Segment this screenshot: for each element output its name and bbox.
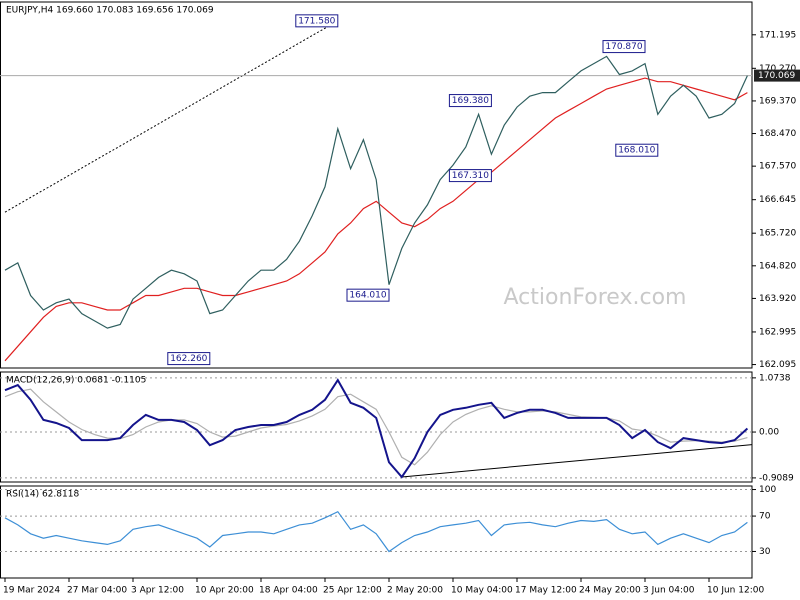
x-tick-label: 10 Jun 12:00 [707, 586, 764, 596]
trend-line [401, 444, 753, 478]
x-tick-label: 3 Apr 12:00 [131, 586, 184, 596]
annotation-box [295, 14, 339, 28]
x-tick-label: 10 May 04:00 [451, 586, 513, 596]
current-price-label: 170.069 [758, 71, 795, 81]
y-tick-label: 164.820 [759, 261, 796, 271]
series-line [4, 378, 749, 479]
trend-line [4, 20, 339, 213]
y-tick-label: 70 [759, 512, 771, 522]
y-tick-label: 170.270 [759, 64, 796, 74]
x-tick-label: 2 May 20:00 [387, 586, 443, 596]
current-price-box [754, 69, 800, 82]
annotation-label: 168.010 [618, 146, 655, 156]
x-tick-label: 3 Jun 04:00 [643, 586, 695, 596]
annotation-label: 164.010 [349, 291, 386, 301]
y-tick-label: 30 [759, 547, 771, 557]
annotation-box [615, 143, 659, 157]
y-tick-label: 171.195 [759, 30, 796, 40]
annotation-label: 167.310 [452, 171, 489, 181]
annotation-label: 171.580 [298, 16, 335, 26]
annotation-label: 169.380 [452, 96, 489, 106]
y-tick-label: -0.9089 [759, 473, 794, 483]
panel-frame [0, 485, 753, 579]
x-tick-label: 17 May 12:00 [515, 586, 577, 596]
x-tick-label: 27 Mar 04:00 [67, 586, 127, 596]
panel-title: RSI(14) 62.8118 [6, 490, 79, 500]
series-line [4, 77, 748, 362]
annotation-label: 170.870 [605, 42, 642, 52]
annotation-label: 162.260 [170, 354, 207, 364]
x-tick-label: 25 Apr 12:00 [323, 586, 382, 596]
y-tick-label: 168.470 [759, 129, 796, 139]
annotation-box [448, 169, 492, 183]
annotation-box [346, 288, 390, 302]
panel-frame [0, 371, 753, 483]
y-tick-label: 169.370 [759, 96, 796, 106]
y-tick-label: 162.995 [759, 327, 796, 337]
y-tick-label: 0.00 [759, 428, 779, 438]
series-line [4, 55, 748, 329]
annotation-box [602, 40, 646, 54]
y-tick-label: 163.920 [759, 294, 796, 304]
x-tick-label: 19 Mar 2024 [3, 586, 60, 596]
panel-title: MACD(12,26,9) 0.0681 -0.1105 [6, 376, 146, 386]
y-tick-label: 1.0738 [759, 373, 791, 383]
panel-frame [0, 1, 753, 369]
annotation-box [448, 94, 492, 108]
x-tick-label: 10 Apr 20:00 [195, 586, 254, 596]
annotation-box [167, 352, 211, 366]
y-tick-label: 100 [759, 485, 776, 495]
series-line [4, 510, 748, 553]
series-line [4, 388, 748, 466]
y-tick-label: 162.095 [759, 360, 796, 370]
panel-title: EURJPY,H4 169.660 170.083 169.656 170.06… [6, 6, 214, 16]
y-tick-label: 166.645 [759, 195, 796, 205]
x-tick-label: 18 Apr 04:00 [259, 586, 318, 596]
x-tick-label: 24 May 20:00 [579, 586, 641, 596]
watermark: ActionForex.com [504, 285, 687, 310]
y-tick-label: 165.720 [759, 229, 796, 239]
y-tick-label: 167.570 [759, 162, 796, 172]
